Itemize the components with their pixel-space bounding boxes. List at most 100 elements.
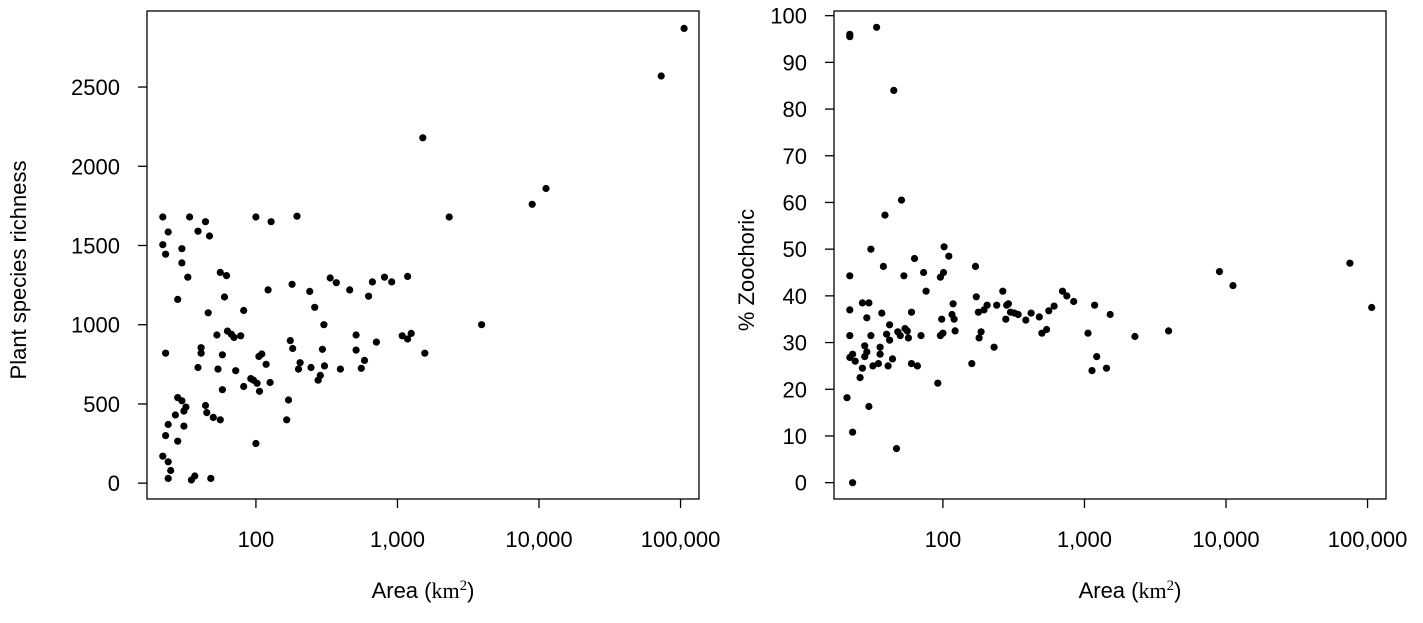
- right-data-point: [917, 332, 925, 340]
- right-data-point: [903, 327, 911, 335]
- right-y-tick-label: 60: [783, 190, 807, 215]
- left-data-point: [240, 306, 248, 315]
- left-data-point: [311, 303, 319, 311]
- left-x-tick-label: 1,000: [370, 527, 425, 552]
- left-data-point: [372, 338, 380, 346]
- left-data-point: [159, 452, 167, 460]
- right-data-point: [846, 306, 854, 314]
- right-data-point: [863, 314, 871, 322]
- left-data-point: [178, 397, 186, 405]
- left-data-point: [178, 245, 186, 253]
- left-data-point: [164, 458, 172, 466]
- left-data-point: [336, 365, 344, 373]
- right-data-point: [883, 330, 891, 338]
- left-data-point: [306, 287, 314, 295]
- left-x-ticks: 100 1,000 10,000 100,000: [238, 499, 720, 552]
- right-data-point: [1091, 301, 1099, 309]
- right-data-point: [939, 329, 947, 337]
- right-data-point: [876, 350, 884, 358]
- right-data-point: [990, 343, 998, 351]
- left-data-point: [174, 295, 182, 303]
- left-data-point: [240, 382, 248, 391]
- left-data-point: [528, 200, 536, 208]
- left-data-point: [197, 349, 205, 357]
- right-data-point: [1004, 300, 1013, 308]
- left-x-tick-label: 10,000: [505, 527, 572, 552]
- left-data-point: [162, 250, 170, 258]
- right-y-tick-label: 30: [783, 331, 807, 356]
- left-data-point: [180, 422, 188, 430]
- left-data-point: [186, 213, 194, 221]
- right-data-point: [1035, 313, 1043, 321]
- left-data-point: [164, 474, 172, 482]
- left-data-point: [657, 72, 665, 80]
- right-data-point: [849, 479, 857, 487]
- right-data-point: [938, 315, 946, 323]
- right-data-point: [900, 272, 908, 280]
- left-data-point: [357, 364, 365, 372]
- right-y-tick-label: 80: [783, 97, 807, 122]
- right-plot-frame: [833, 10, 1387, 500]
- left-data-point: [191, 472, 199, 480]
- right-data-point: [971, 262, 980, 270]
- right-x-tick-label: 100: [925, 527, 962, 552]
- left-data-point: [164, 420, 172, 429]
- right-data-point: [849, 428, 857, 436]
- right-x-tick-label: 100,000: [1328, 527, 1408, 552]
- left-x-axis-label: Area (km2): [372, 578, 475, 603]
- left-data-point: [332, 279, 340, 287]
- right-data-point: [863, 348, 871, 356]
- left-data-point: [159, 241, 167, 249]
- right-data-point: [1084, 329, 1092, 337]
- right-data-point: [910, 254, 919, 263]
- left-data-point: [294, 365, 303, 373]
- right-data-point: [1088, 367, 1096, 375]
- right-data-point: [881, 211, 889, 219]
- right-data-point: [897, 196, 906, 204]
- left-data-point: [222, 272, 231, 280]
- left-data-point: [252, 439, 260, 448]
- left-data-point: [205, 232, 214, 240]
- right-y-tick-label: 50: [783, 237, 807, 262]
- right-x-tick-label: 10,000: [1192, 527, 1259, 552]
- left-y-tick-label: 2000: [71, 154, 120, 179]
- left-data-point: [289, 344, 297, 353]
- left-data-point: [307, 363, 315, 372]
- left-data-point: [214, 365, 222, 373]
- right-data-point: [977, 328, 985, 336]
- right-data-point: [975, 334, 983, 342]
- right-data-point: [851, 357, 859, 365]
- right-y-tick-label: 10: [783, 424, 807, 449]
- right-y-tick-label: 40: [783, 284, 807, 309]
- left-data-point: [253, 379, 261, 387]
- right-data-point: [1058, 287, 1067, 295]
- right-data-point: [878, 309, 886, 317]
- left-data-point: [182, 403, 190, 411]
- left-data-point: [368, 278, 376, 286]
- right-data-point: [858, 299, 867, 307]
- right-y-tick-label: 100: [770, 4, 807, 29]
- left-data-point: [320, 321, 328, 329]
- left-data-point: [171, 411, 179, 419]
- right-y-tick-label: 70: [783, 144, 807, 169]
- left-data-point: [283, 416, 291, 424]
- right-data-point: [993, 301, 1001, 309]
- right-data-point: [867, 245, 875, 253]
- right-data-point: [1346, 259, 1354, 267]
- left-data-point: [352, 346, 360, 354]
- right-data-point: [892, 445, 901, 453]
- right-data-point: [865, 402, 873, 411]
- right-data-point: [974, 308, 983, 316]
- left-data-point: [296, 359, 304, 367]
- right-x-tick-label: 1,000: [1057, 527, 1112, 552]
- right-data-point: [1002, 315, 1010, 323]
- left-data-point: [326, 274, 334, 282]
- right-data-point: [876, 343, 884, 351]
- left-data-point: [162, 349, 170, 357]
- right-data-point: [1106, 310, 1114, 319]
- left-data-point: [203, 409, 211, 417]
- left-data-point: [352, 331, 360, 339]
- left-data-point: [216, 416, 224, 424]
